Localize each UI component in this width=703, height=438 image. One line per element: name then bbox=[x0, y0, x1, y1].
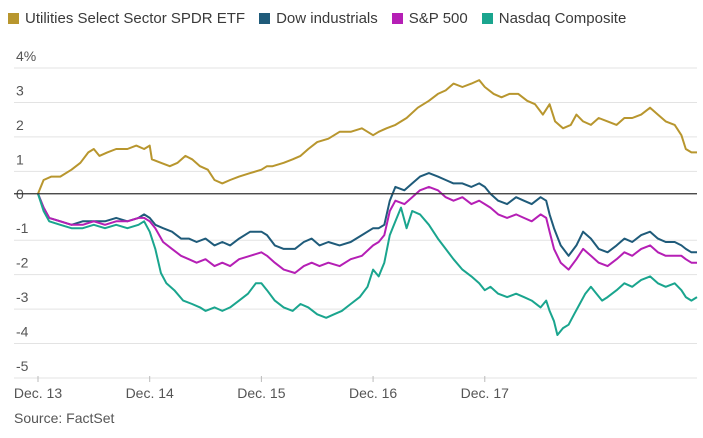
series-line bbox=[37, 79, 697, 195]
x-tick-label: Dec. 13 bbox=[14, 385, 62, 401]
y-tick-label: -3 bbox=[16, 289, 29, 305]
chart-legend: Utilities Select Sector SPDR ETF Dow indu… bbox=[8, 10, 626, 27]
y-tick-label: -5 bbox=[16, 358, 29, 374]
x-tick-label: Dec. 17 bbox=[461, 385, 509, 401]
series-line bbox=[37, 172, 697, 257]
y-tick-label: -4 bbox=[16, 324, 29, 340]
legend-item: Nasdaq Composite bbox=[481, 10, 627, 27]
y-tick-label: 3 bbox=[16, 82, 24, 98]
legend-item: S&P 500 bbox=[391, 10, 468, 27]
series-line bbox=[37, 193, 698, 336]
y-tick-label: 1 bbox=[16, 151, 24, 167]
y-tick-label: -1 bbox=[16, 220, 29, 236]
legend-label: Utilities Select Sector SPDR ETF bbox=[25, 10, 246, 27]
legend-item: Dow industrials bbox=[259, 10, 378, 27]
x-tick-label: Dec. 16 bbox=[349, 385, 397, 401]
legend-swatch bbox=[481, 13, 493, 24]
y-tick-label: 2 bbox=[16, 117, 24, 133]
legend-label: Dow industrials bbox=[276, 10, 378, 27]
legend-swatch bbox=[8, 13, 19, 24]
x-tick-label: Dec. 15 bbox=[237, 385, 285, 401]
x-tick-label: Dec. 14 bbox=[126, 385, 174, 401]
chart-source: Source: FactSet bbox=[14, 410, 115, 426]
legend-label: S&P 500 bbox=[408, 10, 468, 27]
y-tick-label: 4% bbox=[16, 48, 36, 64]
legend-swatch bbox=[391, 13, 403, 24]
legend-swatch bbox=[259, 13, 271, 24]
legend-label: Nasdaq Composite bbox=[498, 10, 627, 27]
legend-item: Utilities Select Sector SPDR ETF bbox=[8, 10, 245, 27]
y-tick-label: -2 bbox=[16, 255, 29, 271]
series-line bbox=[37, 185, 697, 274]
